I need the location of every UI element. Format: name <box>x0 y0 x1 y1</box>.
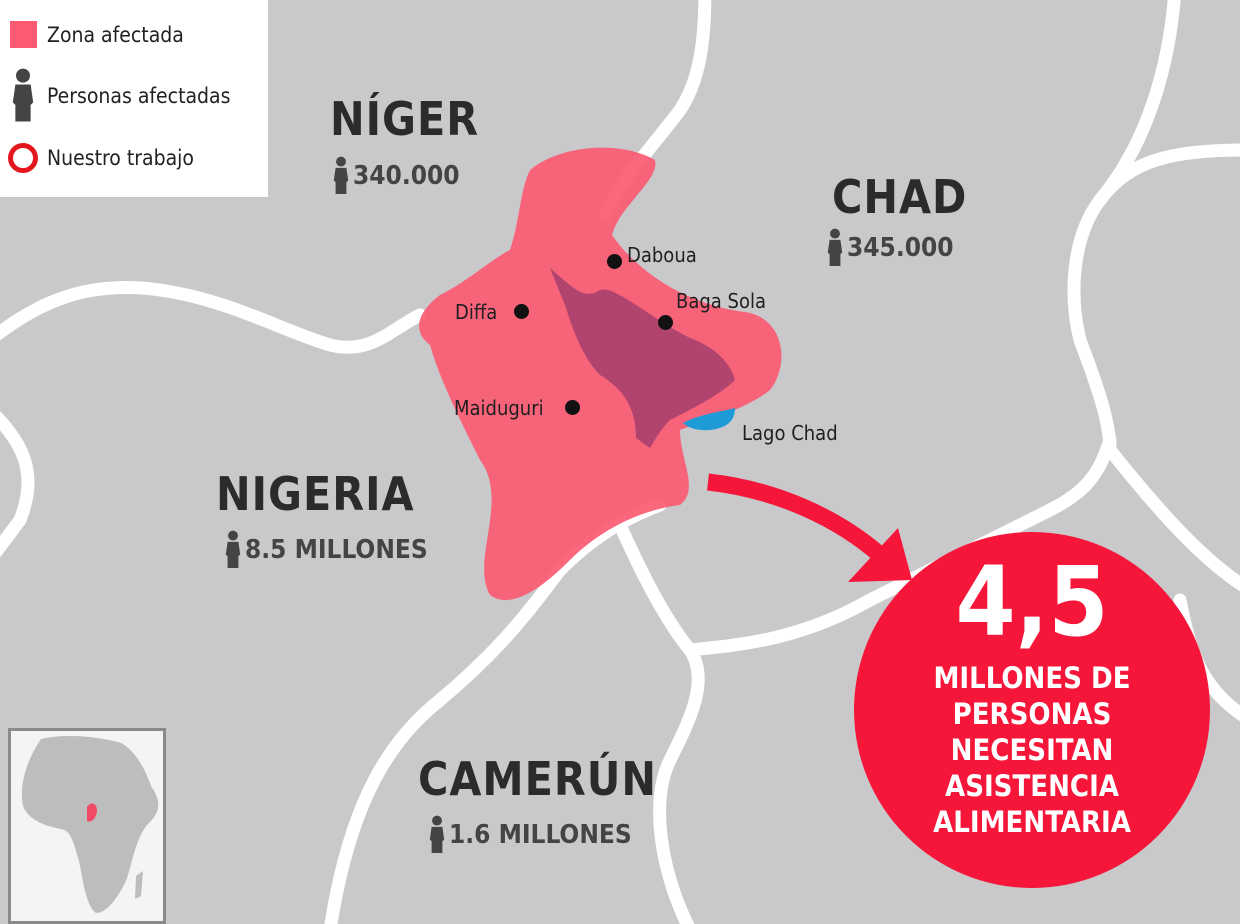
border-west <box>0 410 35 558</box>
legend-item-affected-people: Personas afectadas <box>8 68 230 124</box>
border-chad-sudan <box>1067 0 1240 592</box>
country-label-nigeria: NIGERIA <box>216 467 415 521</box>
person-icon <box>827 228 843 266</box>
border-chad-cameroon <box>613 518 705 924</box>
city-marker-maiduguri <box>565 400 580 415</box>
legend-item-our-work: Nuestro trabajo <box>8 143 194 173</box>
affected-value: 340.000 <box>353 161 460 191</box>
pink-square-icon <box>9 21 37 48</box>
country-label-chad: CHAD <box>832 170 968 224</box>
border-niger-nigeria <box>0 281 427 354</box>
africa-shape <box>21 736 159 913</box>
legend-item-affected-zone: Zona afectada <box>8 21 184 48</box>
arrow-shaft <box>707 473 886 562</box>
red-ring-icon <box>8 143 38 173</box>
city-label-daboua: Daboua <box>627 243 697 267</box>
person-icon <box>12 68 34 122</box>
legend-label: Nuestro trabajo <box>47 146 194 170</box>
legend-label: Zona afectada <box>47 22 184 47</box>
country-label-niger: NÍGER <box>330 92 480 146</box>
city-label-baga-sola: Baga Sola <box>676 289 766 313</box>
affected-count-cameroon: 1.6 MILLONES <box>428 815 632 855</box>
affected-value: 345.000 <box>847 233 954 263</box>
callout-line: ALIMENTARIA <box>933 805 1131 839</box>
city-marker-baga-sola <box>658 315 673 330</box>
map-legend: Zona afectada Personas afectadas Nuestro… <box>0 0 268 197</box>
callout-line: NECESITAN <box>950 733 1114 767</box>
legend-label: Personas afectadas <box>47 84 231 108</box>
callout-number: 4,5 <box>955 546 1109 658</box>
affected-count-niger: 340.000 <box>332 156 460 196</box>
border-east <box>1093 143 1240 207</box>
country-label-cameroon: CAMERÚN <box>418 752 657 806</box>
person-icon <box>429 815 445 853</box>
callout-line: PERSONAS <box>952 697 1112 731</box>
city-marker-diffa <box>514 304 529 319</box>
person-icon <box>225 530 241 568</box>
affected-count-nigeria: 8.5 MILLONES <box>224 530 428 570</box>
lake-chad <box>683 408 735 431</box>
affected-value: 1.6 MILLONES <box>449 820 632 850</box>
city-marker-daboua <box>607 254 622 269</box>
callout-line: MILLONES DE <box>933 661 1131 695</box>
city-label-maiduguri: Maiduguri <box>454 396 544 420</box>
person-icon <box>333 156 349 194</box>
callout-line: ASISTENCIA <box>945 769 1119 803</box>
africa-locator-map <box>8 728 166 924</box>
affected-count-chad: 345.000 <box>826 228 954 268</box>
lake-region <box>550 268 735 448</box>
people-in-need-callout: 4,5 MILLONES DE PERSONAS NECESITAN ASIST… <box>854 532 1210 888</box>
affected-value: 8.5 MILLONES <box>245 535 428 565</box>
border-nigeria-cameroon <box>324 498 667 924</box>
arrow-head <box>848 528 912 582</box>
city-label-diffa: Diffa <box>455 300 498 324</box>
lake-label-lago-chad: Lago Chad <box>742 421 838 445</box>
